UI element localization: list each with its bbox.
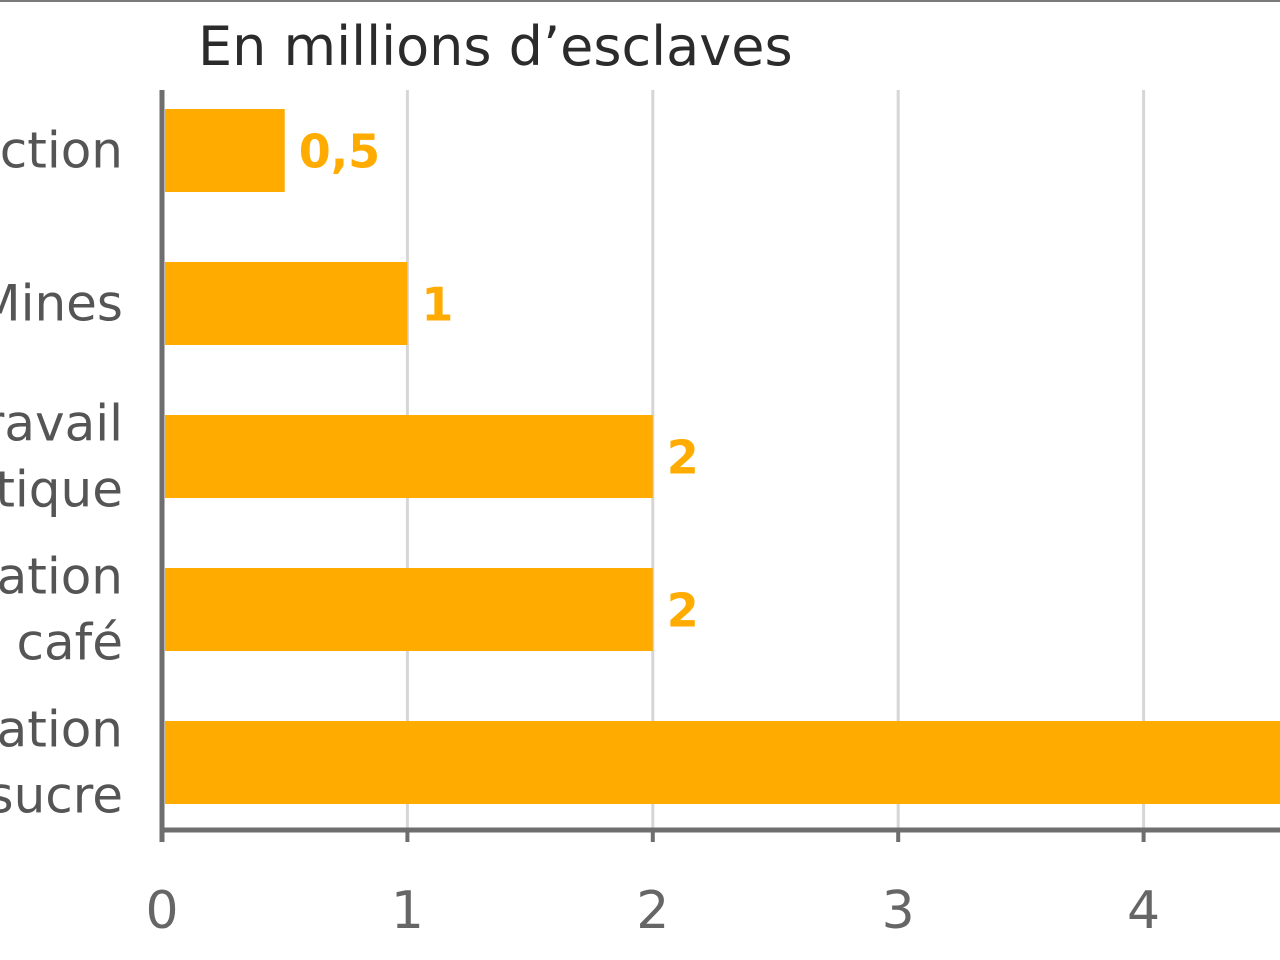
x-tick-label-0: 0 xyxy=(145,881,178,941)
axes xyxy=(159,90,1280,842)
value-label-2: 2 xyxy=(667,431,699,485)
category-label-0-0: ction xyxy=(0,122,123,180)
x-tick-label-2: 2 xyxy=(636,881,669,941)
x-tick-label-4: 4 xyxy=(1127,881,1160,941)
bar-2 xyxy=(165,415,653,498)
value-label-3: 2 xyxy=(667,584,699,638)
bars xyxy=(165,109,1280,804)
category-label-3-0: ation xyxy=(0,548,123,606)
category-labels: ction Mines ravail tique ation café ation sucre xyxy=(0,122,123,825)
chart-title: En millions d’esclaves xyxy=(198,15,793,78)
category-label-3-1: café xyxy=(17,614,124,672)
x-tick-labels: 0 1 2 3 4 xyxy=(145,881,1160,941)
category-label-4-1: sucre xyxy=(0,767,123,825)
value-label-0: 0,5 xyxy=(299,125,381,179)
category-label-2-0: ravail xyxy=(0,395,123,453)
bar-1 xyxy=(165,262,408,345)
value-label-1: 1 xyxy=(421,278,453,332)
bar-3 xyxy=(165,568,653,651)
value-labels: 0,5 1 2 2 xyxy=(299,125,699,638)
bar-4 xyxy=(165,721,1280,804)
category-label-2-1: tique xyxy=(0,461,123,519)
bar-0 xyxy=(165,109,285,192)
x-tick-label-1: 1 xyxy=(391,881,424,941)
x-tick-label-3: 3 xyxy=(882,881,915,941)
category-label-1-0: Mines xyxy=(0,275,123,333)
category-label-4-0: ation xyxy=(0,701,123,759)
